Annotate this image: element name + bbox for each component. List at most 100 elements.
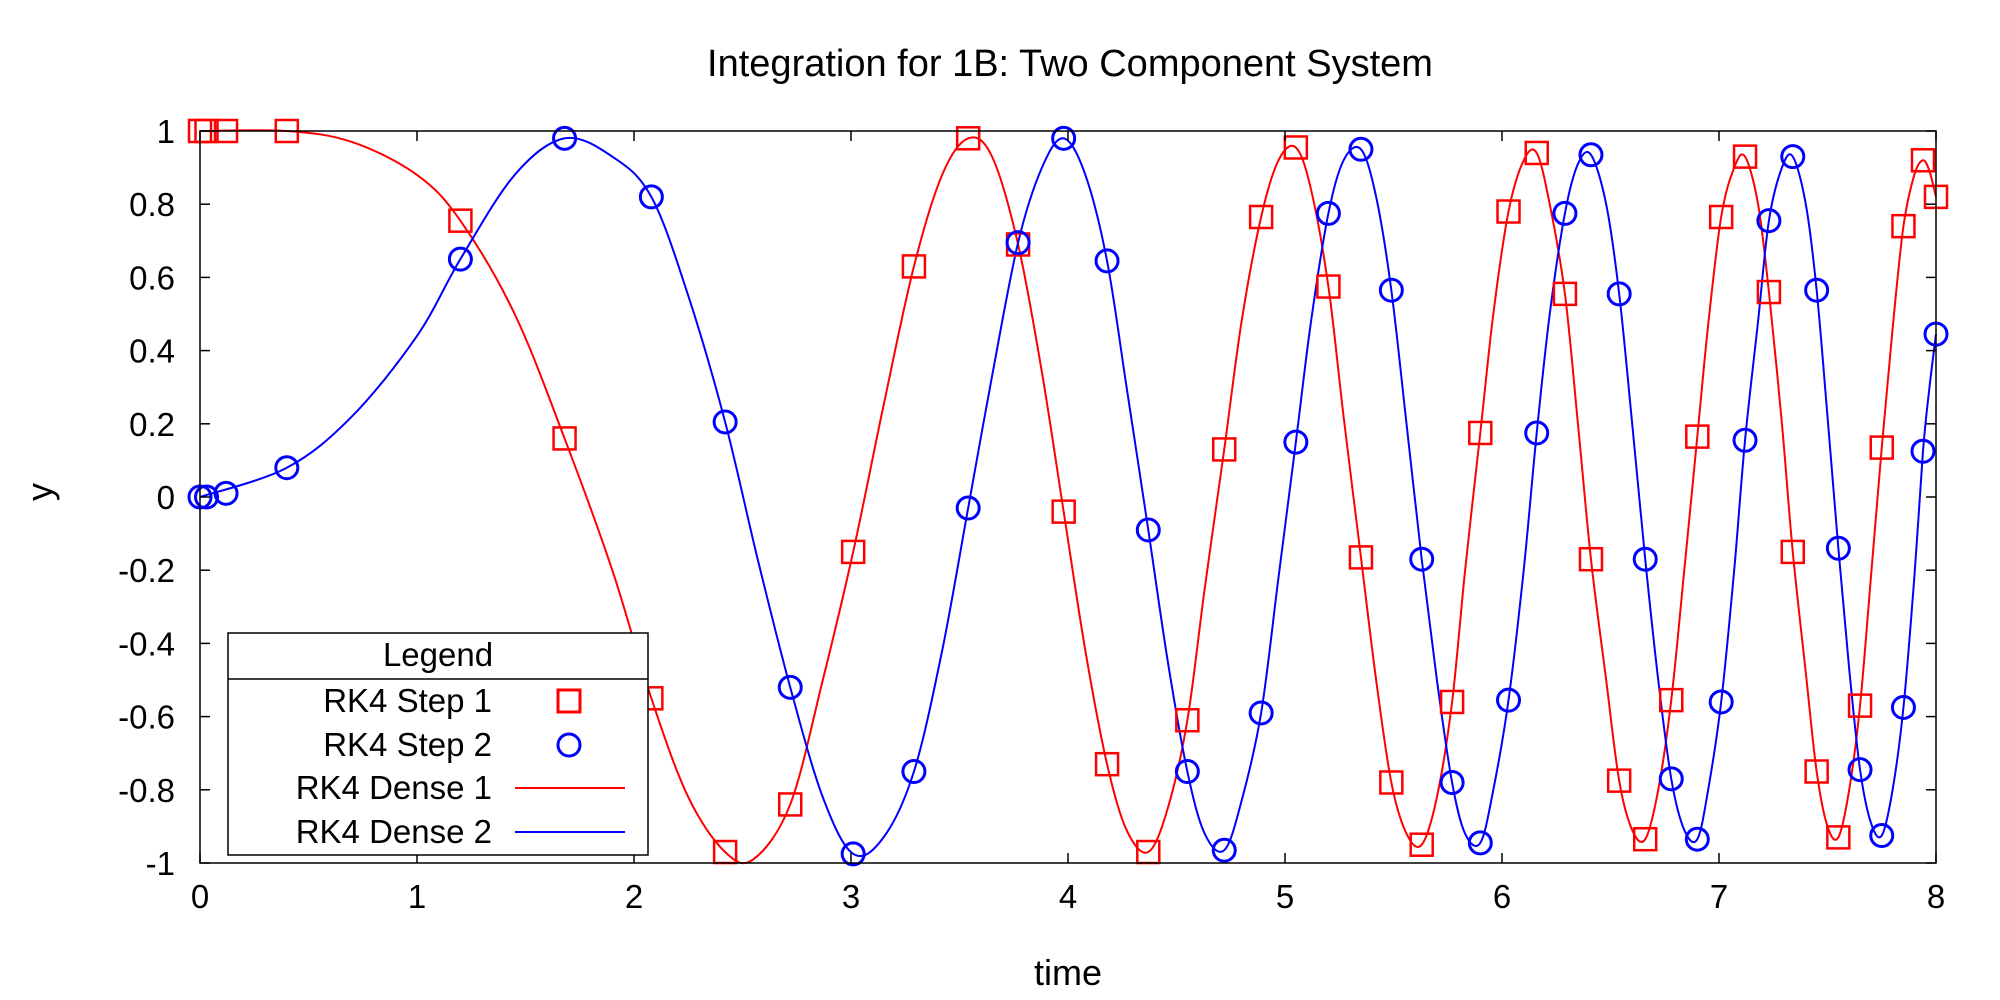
data-point-square [1409, 832, 1434, 857]
data-point-circle [1094, 248, 1120, 274]
data-point-circle [955, 495, 981, 521]
data-point-circle [1552, 200, 1578, 226]
data-point-square [1348, 545, 1374, 570]
data-point-circle [1248, 700, 1274, 726]
y-tick-label: -1 [146, 845, 175, 882]
data-point-circle [1409, 546, 1435, 572]
data-point-square [1756, 279, 1782, 305]
data-point-circle [1211, 837, 1237, 863]
x-tick-label: 3 [842, 878, 860, 915]
data-point-square [1051, 499, 1076, 524]
data-point-square [1606, 768, 1632, 793]
data-point-circle [1174, 759, 1200, 784]
data-point-square [1632, 826, 1658, 852]
x-tick-label: 0 [191, 878, 209, 915]
data-point-square [1708, 204, 1734, 230]
data-point-circle [1804, 277, 1830, 303]
data-point-square [1552, 281, 1578, 307]
data-point-circle [1283, 429, 1309, 455]
data-point-circle [1732, 427, 1758, 453]
data-point-circle [1439, 769, 1465, 795]
legend-label-dense-2: RK4 Dense 2 [296, 813, 492, 850]
y-tick-label: 0.8 [129, 186, 175, 223]
data-point-square [1175, 708, 1200, 733]
legend: Legend RK4 Step 1 RK4 Step 2 RK4 Dense 1… [227, 632, 649, 856]
data-point-circle [1315, 200, 1341, 226]
data-point-square [840, 539, 866, 565]
data-point-square [1869, 435, 1894, 460]
series-line-2 [199, 136, 1937, 858]
data-point-square [1685, 424, 1710, 449]
y-tick-label: -0.2 [118, 552, 175, 589]
legend-marker-circle [556, 732, 582, 758]
x-axis-label: time [1034, 952, 1102, 993]
data-point-circle [274, 455, 300, 481]
legend-marker-square [556, 688, 582, 714]
data-point-circle [1708, 689, 1734, 715]
data-point-square [1804, 759, 1829, 784]
legend-label-dense-1: RK4 Dense 1 [296, 769, 492, 806]
chart-title: Integration for 1B: Two Component System [707, 43, 1433, 85]
x-tick-label: 4 [1059, 878, 1077, 915]
data-point-circle [1780, 144, 1806, 170]
data-point-circle [1869, 823, 1895, 849]
data-point-circle [1684, 826, 1710, 852]
y-axis-label: y [19, 483, 60, 501]
data-point-circle [1847, 757, 1873, 783]
x-tick-label: 1 [408, 878, 426, 915]
data-point-circle [1135, 517, 1161, 543]
data-point-circle [1910, 438, 1936, 464]
x-tick-label: 5 [1276, 878, 1294, 915]
data-point-circle [1825, 535, 1851, 561]
data-point-circle [777, 674, 803, 700]
data-point-circle [194, 484, 220, 510]
y-tick-label: 1 [157, 113, 175, 150]
data-point-circle [1658, 766, 1684, 792]
x-tick-label: 2 [625, 878, 643, 915]
data-point-circle [1524, 420, 1550, 446]
data-point-circle [840, 841, 866, 867]
y-tick-label: 0.2 [129, 406, 175, 443]
y-tick-label: -0.8 [118, 772, 175, 809]
data-point-circle [1890, 694, 1916, 720]
data-point-circle [1378, 277, 1404, 303]
data-point-square [1316, 274, 1341, 299]
y-tick-label: -0.6 [118, 699, 175, 736]
data-point-circle [712, 409, 738, 435]
x-tick-label: 8 [1927, 878, 1945, 915]
data-point-square [1732, 144, 1758, 169]
y-tick-label: 0.4 [129, 333, 175, 370]
data-point-square [1891, 213, 1916, 239]
data-point-square [448, 208, 473, 233]
legend-box [227, 632, 649, 856]
plot-frame [199, 130, 1937, 864]
data-point-circle [638, 184, 664, 210]
data-point-square [1780, 539, 1806, 565]
data-point-square [901, 254, 927, 279]
data-point-square [1439, 689, 1465, 715]
x-tick-label: 6 [1493, 878, 1511, 915]
data-point-square [1826, 825, 1851, 850]
x-tick-label: 7 [1710, 878, 1728, 915]
data-point-circle [1005, 230, 1031, 256]
y-tick-label: 0 [157, 479, 175, 516]
legend-title: Legend [383, 636, 493, 673]
data-point-square [1468, 420, 1493, 446]
y-tick-label: 0.6 [129, 259, 175, 296]
data-point-square [777, 792, 803, 817]
data-point-circle [1578, 142, 1604, 168]
y-tick-label: -0.4 [118, 625, 175, 662]
data-point-square [1379, 770, 1404, 795]
legend-label-step-2: RK4 Step 2 [323, 726, 492, 763]
data-point-square [1496, 199, 1521, 224]
data-point-square [1248, 204, 1274, 230]
data-point-circle [1632, 546, 1658, 572]
data-point-square [1283, 135, 1309, 160]
data-point-circle [1496, 687, 1522, 713]
data-point-square [1094, 751, 1120, 777]
data-point-square [1524, 140, 1549, 166]
data-point-square [1578, 546, 1604, 572]
legend-label-step-1: RK4 Step 1 [323, 682, 492, 719]
data-point-circle [552, 125, 578, 151]
